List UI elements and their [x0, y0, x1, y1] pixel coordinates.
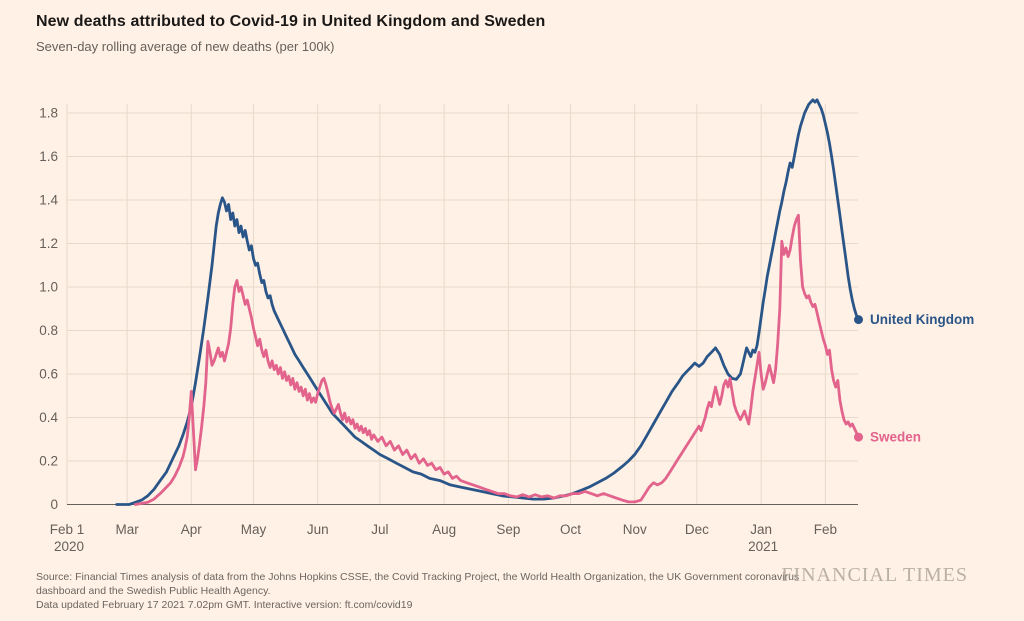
y-tick-label: 1.6 — [39, 149, 58, 164]
x-tick-label: Oct — [560, 522, 581, 537]
sweden-line — [134, 213, 860, 506]
x-tick-label: May — [241, 522, 267, 537]
x-tick-year-label: 2021 — [748, 539, 778, 554]
y-tick-label: 1.4 — [39, 193, 58, 208]
ft-logo-watermark: FINANCIAL TIMES — [781, 564, 968, 586]
x-tick-label: Jun — [307, 522, 329, 537]
y-tick-label: 1.2 — [39, 236, 58, 251]
y-tick-label: 1.0 — [39, 280, 58, 295]
x-tick-year-label: 2020 — [54, 539, 84, 554]
x-tick-label: Sep — [496, 522, 520, 537]
united-kingdom-line — [115, 98, 860, 506]
x-tick-label: Nov — [623, 522, 647, 537]
chart-title: New deaths attributed to Covid-19 in Uni… — [36, 13, 546, 30]
sweden-end-dot — [854, 432, 864, 442]
y-tick-label: 0.4 — [39, 410, 58, 425]
x-tick-label: Jan — [750, 522, 772, 537]
source-note: Source: Financial Times analysis of data… — [36, 570, 814, 612]
y-tick-label: 0 — [50, 497, 58, 512]
sweden-series-label: Sweden — [870, 430, 921, 445]
update-text: Data updated February 17 2021 7.02pm GMT… — [36, 599, 413, 611]
x-tick-label: Mar — [115, 522, 139, 537]
x-tick-label: Aug — [432, 522, 456, 537]
chart-subtitle: Seven-day rolling average of new deaths … — [36, 39, 335, 54]
y-tick-label: 0.6 — [39, 367, 58, 382]
x-tick-label: Feb — [814, 522, 837, 537]
united-kingdom-series-label: United Kingdom — [870, 312, 974, 327]
y-tick-label: 0.2 — [39, 454, 58, 469]
united-kingdom-end-dot — [854, 315, 864, 325]
x-tick-label: Feb 1 — [50, 522, 85, 537]
x-tick-label: Apr — [181, 522, 203, 537]
y-tick-label: 1.8 — [39, 106, 58, 121]
y-tick-label: 0.8 — [39, 323, 58, 338]
x-tick-label: Jul — [371, 522, 388, 537]
x-tick-label: Dec — [685, 522, 709, 537]
source-text: Source: Financial Times analysis of data… — [36, 571, 800, 597]
